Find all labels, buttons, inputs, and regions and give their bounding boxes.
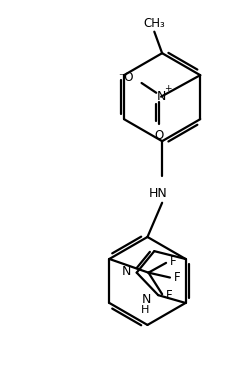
Text: HN: HN [149, 187, 168, 200]
Text: N: N [156, 90, 166, 103]
Text: +: + [164, 84, 172, 93]
Text: CH₃: CH₃ [143, 17, 165, 30]
Text: F: F [170, 255, 176, 268]
Text: ⁻O: ⁻O [118, 71, 134, 84]
Text: F: F [166, 289, 172, 302]
Text: N: N [142, 293, 151, 306]
Text: F: F [174, 271, 180, 284]
Text: H: H [141, 305, 150, 315]
Text: N: N [122, 265, 132, 278]
Text: O: O [155, 129, 164, 142]
